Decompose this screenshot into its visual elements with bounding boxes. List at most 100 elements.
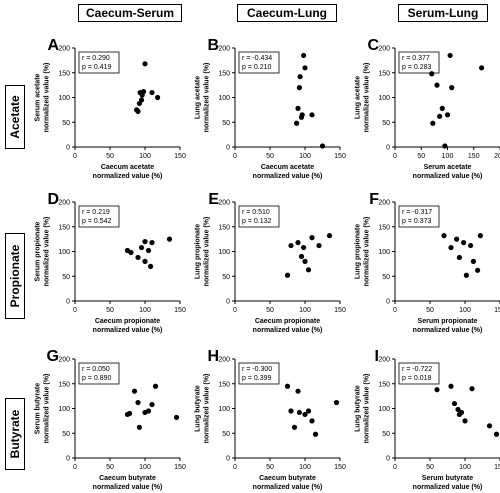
data-point bbox=[333, 399, 340, 406]
y-axis-title: normalized value (%) bbox=[44, 217, 51, 287]
x-tick-label: 150 bbox=[334, 307, 346, 314]
y-tick-label: 50 bbox=[222, 120, 230, 127]
y-tick-label: 50 bbox=[382, 431, 390, 438]
data-point bbox=[135, 108, 141, 114]
x-axis-title: normalized value (%) bbox=[413, 327, 483, 334]
data-point bbox=[454, 236, 460, 242]
data-point bbox=[149, 239, 155, 246]
y-tick-label: 200 bbox=[58, 200, 70, 207]
x-tick-label: 150 bbox=[334, 464, 346, 471]
data-point bbox=[297, 74, 303, 80]
stats-box bbox=[78, 205, 120, 228]
stats-label: p = 0.210 bbox=[242, 64, 271, 71]
panel-e: E 0 50 100 150 200 0 50 100 150 Caecum propionate n… bbox=[195, 191, 346, 334]
data-point bbox=[142, 239, 148, 245]
data-point bbox=[456, 254, 462, 261]
y-tick-label: 200 bbox=[218, 46, 230, 53]
x-axis-title: Caecum butyrate bbox=[99, 475, 156, 482]
data-point bbox=[291, 424, 298, 430]
stats-label: p = 0.542 bbox=[82, 218, 111, 225]
data-point bbox=[439, 105, 445, 111]
data-point bbox=[301, 52, 307, 59]
y-tick-label: 150 bbox=[218, 70, 230, 77]
y-axis-title: normalized value (%) bbox=[44, 63, 51, 133]
x-tick-label: 100 bbox=[459, 307, 471, 314]
x-tick-label: 150 bbox=[174, 153, 186, 160]
panel-letter: E bbox=[208, 191, 219, 208]
data-point bbox=[455, 406, 461, 413]
y-axis-title: Lung propionate bbox=[355, 224, 362, 279]
stats-label: p = 0.373 bbox=[402, 218, 431, 225]
y-axis-title: normalized value (%) bbox=[364, 374, 371, 444]
data-point bbox=[326, 233, 333, 239]
stats-box bbox=[238, 205, 280, 228]
panel-b: B 0 50 100 150 200 0 50 100 150 Caecum acetate norm… bbox=[195, 37, 346, 180]
data-point bbox=[469, 386, 475, 392]
y-tick-label: 0 bbox=[386, 456, 390, 463]
data-point bbox=[295, 239, 301, 246]
y-axis-title: Lung acetate bbox=[355, 76, 362, 119]
y-axis-title: normalized value (%) bbox=[204, 374, 211, 444]
data-point bbox=[429, 71, 435, 77]
data-point bbox=[475, 267, 481, 273]
data-point bbox=[173, 414, 180, 421]
y-tick-label: 150 bbox=[58, 381, 70, 388]
data-point bbox=[309, 235, 315, 241]
y-tick-label: 200 bbox=[218, 200, 230, 207]
stats-box bbox=[78, 362, 120, 385]
data-point bbox=[296, 409, 302, 416]
x-tick-label: 50 bbox=[266, 464, 274, 471]
data-point bbox=[458, 409, 465, 416]
stats-label: p = 0.283 bbox=[402, 64, 431, 71]
y-tick-label: 0 bbox=[226, 456, 230, 463]
stats-box bbox=[398, 51, 440, 74]
x-tick-label: 150 bbox=[174, 464, 186, 471]
stats-label: r = -0.722 bbox=[402, 366, 432, 373]
y-tick-label: 100 bbox=[378, 95, 390, 102]
x-axis-title: normalized value (%) bbox=[93, 484, 163, 491]
y-axis-title: Serum acetate bbox=[35, 73, 42, 121]
data-point bbox=[149, 89, 155, 96]
y-tick-label: 200 bbox=[378, 357, 390, 364]
y-tick-label: 0 bbox=[66, 299, 70, 306]
data-point bbox=[309, 418, 315, 424]
panel-g: G 0 50 100 150 200 0 50 100 150 Caecum butyrate nor… bbox=[35, 348, 186, 491]
stats-label: r = 0.219 bbox=[82, 209, 110, 216]
y-tick-label: 100 bbox=[58, 95, 70, 102]
stats-box bbox=[238, 362, 280, 385]
panel-c: C 0 50 100 150 200 0 50 100 150 200 Serum acetate no… bbox=[355, 37, 500, 180]
x-tick-label: 50 bbox=[426, 464, 434, 471]
x-tick-label: 150 bbox=[494, 307, 500, 314]
x-tick-label: 50 bbox=[106, 153, 114, 160]
x-axis-title: Caecum propionate bbox=[255, 318, 320, 325]
panel-letter: F bbox=[369, 191, 379, 208]
data-point bbox=[155, 94, 161, 101]
panel-letter: D bbox=[47, 191, 59, 208]
y-axis-title: normalized value (%) bbox=[204, 63, 211, 133]
data-point bbox=[309, 112, 315, 118]
stats-box bbox=[238, 51, 280, 74]
y-tick-label: 100 bbox=[378, 249, 390, 256]
data-point bbox=[448, 383, 454, 389]
y-tick-label: 200 bbox=[378, 200, 390, 207]
x-tick-label: 50 bbox=[266, 153, 274, 160]
panel-letter: A bbox=[47, 37, 59, 54]
y-tick-label: 200 bbox=[378, 46, 390, 53]
x-tick-label: 100 bbox=[442, 153, 454, 160]
row-header-propionate: Propionate bbox=[5, 233, 25, 319]
y-axis-title: Lung butyrate bbox=[195, 385, 202, 432]
data-point bbox=[441, 233, 447, 239]
x-tick-label: 100 bbox=[139, 153, 151, 160]
data-point bbox=[477, 233, 483, 239]
data-point bbox=[141, 88, 147, 95]
stats-label: r = -0.317 bbox=[402, 209, 432, 216]
data-point bbox=[288, 242, 294, 249]
y-axis-title: normalized value (%) bbox=[44, 374, 51, 444]
y-axis-title: Lung butyrate bbox=[355, 385, 362, 432]
x-axis-title: normalized value (%) bbox=[93, 173, 163, 180]
data-point bbox=[434, 387, 440, 393]
data-point bbox=[305, 267, 312, 273]
y-tick-label: 50 bbox=[382, 274, 390, 281]
x-axis-title: Serum acetate bbox=[424, 164, 472, 171]
stats-label: r = 0.377 bbox=[402, 55, 430, 62]
